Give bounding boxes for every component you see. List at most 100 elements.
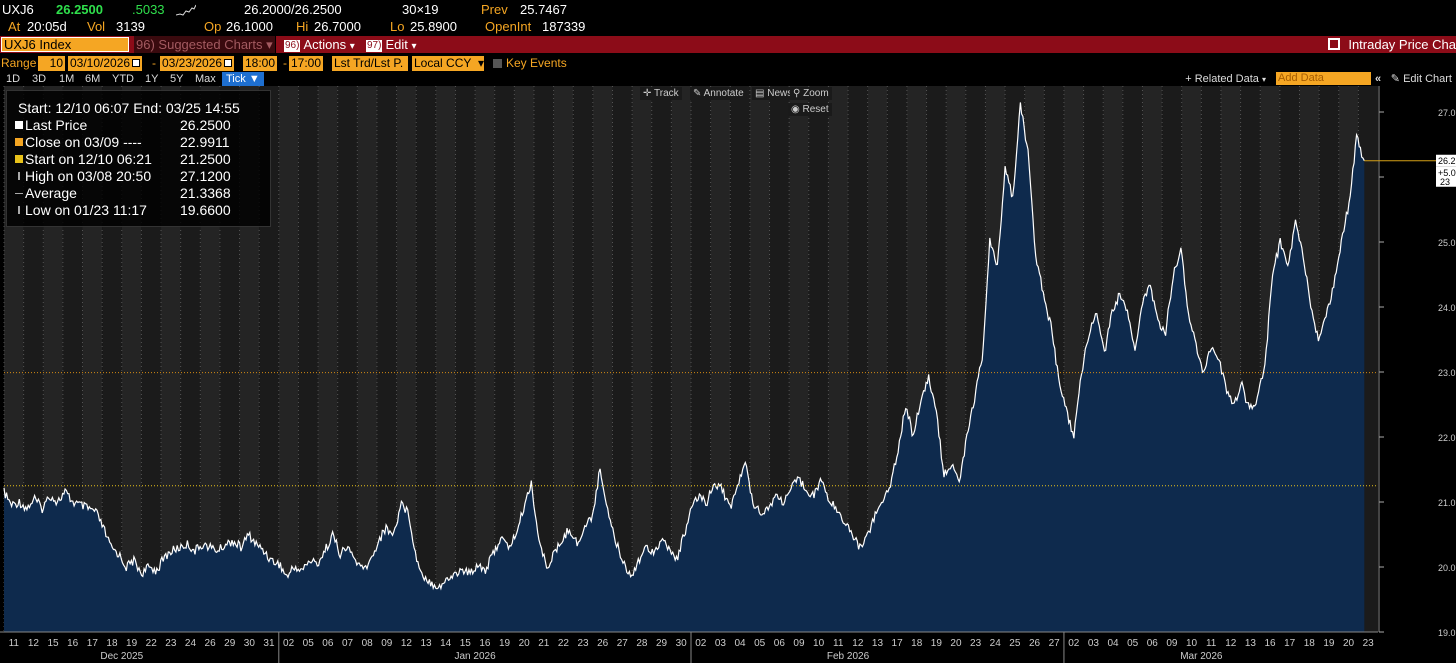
range-dash: -	[152, 56, 156, 70]
actions-menu[interactable]: 96) Actions ▾	[282, 36, 355, 53]
x-tick-label: 16	[479, 638, 491, 649]
legend-value: 21.3368	[180, 185, 231, 201]
x-tick-label: 20	[950, 638, 962, 649]
suggested-charts-menu[interactable]: 96) Suggested Charts ▾	[134, 36, 276, 53]
day-band	[298, 86, 319, 632]
x-tick-label: 19	[1323, 638, 1335, 649]
start-time-input[interactable]: 18:00	[243, 56, 278, 71]
ticker-input[interactable]	[1, 37, 129, 52]
legend-item-start: Start on 12/10 06:21 21.2500	[15, 151, 262, 168]
x-tick-label: 07	[342, 638, 354, 649]
open-price: 26.1000	[226, 19, 273, 34]
x-tick-label: 21	[538, 638, 550, 649]
legend-swatch	[15, 193, 23, 194]
period-3d[interactable]: 3D	[32, 73, 47, 85]
day-band	[435, 86, 456, 632]
related-data-label: + Related Data	[1185, 73, 1259, 85]
news-button[interactable]: ▤ News	[752, 87, 796, 100]
reset-icon: ◉	[791, 104, 800, 115]
track-label: Track	[654, 88, 679, 99]
x-tick-label: 23	[1363, 638, 1375, 649]
add-data-input[interactable]: Add Data	[1276, 72, 1371, 85]
x-tick-label: 02	[695, 638, 707, 649]
open-interest: 187339	[542, 19, 586, 34]
x-tick-label: 24	[990, 638, 1002, 649]
range-bar: Range 10 03/10/2026 - 03/23/2026 18:00 -…	[0, 56, 1456, 71]
period-5y[interactable]: 5Y	[170, 73, 184, 85]
command-bar: 96) Suggested Charts ▾ 96)Actions ▾ 97)E…	[0, 36, 1456, 53]
net-change: .5033	[132, 2, 165, 17]
last-price-tag: 26.2 +5.023	[1436, 154, 1456, 187]
x-tick-label: 29	[224, 638, 236, 649]
period-6m[interactable]: 6M	[85, 73, 101, 85]
x-tick-label: 26	[1029, 638, 1041, 649]
x-tick-label: 10	[1186, 638, 1198, 649]
day-band	[691, 86, 711, 632]
legend-item-last-price: Last Price 26.2500	[15, 117, 262, 134]
end-date-input[interactable]: 03/23/2026	[160, 56, 235, 71]
related-data-menu[interactable]: + Related Data ▾	[1185, 72, 1266, 86]
x-tick-label: 25	[1009, 638, 1021, 649]
edit-menu[interactable]: 97) Edit ▾	[364, 36, 417, 53]
period-1d[interactable]: 1D	[6, 73, 21, 85]
period-1y[interactable]: 1Y	[145, 73, 159, 85]
price-type-select[interactable]: Lst Trd/Lst P.	[332, 56, 408, 71]
end-time-input[interactable]: 17:00	[289, 56, 324, 71]
period-tick[interactable]: Tick ▼	[222, 72, 264, 86]
last-price-tag-label: 26.2	[1438, 156, 1456, 166]
edit-chart-button[interactable]: ✎ Edit Chart	[1391, 72, 1452, 86]
end-date-value: 03/23/2026	[162, 56, 223, 70]
legend-swatch	[15, 138, 23, 146]
day-band	[278, 86, 299, 632]
calendar-icon[interactable]	[224, 59, 233, 67]
x-tick-label: 18	[106, 638, 118, 649]
chart-title-button[interactable]: Intraday Price Cha	[1328, 36, 1456, 53]
day-band	[671, 86, 691, 632]
currency-dropdown-icon[interactable]: ▾	[478, 56, 485, 70]
calendar-icon[interactable]	[132, 59, 141, 67]
x-tick-label: 16	[1264, 638, 1276, 649]
legend-item-high: High on 03/08 20:50 27.1200	[15, 168, 262, 185]
day-band	[337, 86, 358, 632]
edit-number: 97)	[366, 40, 383, 52]
period-max[interactable]: Max	[195, 73, 216, 85]
x-tick-label: 31	[263, 638, 275, 649]
legend-item-close: Close on 03/09 ---- 22.9911	[15, 134, 262, 151]
last-price: 26.2500	[56, 2, 103, 17]
x-tick-label: 30	[244, 638, 256, 649]
key-events-label: Key Events	[506, 56, 567, 70]
range-value-input[interactable]: 10	[38, 56, 65, 71]
x-tick-label: 03	[715, 638, 727, 649]
x-tick-label: 06	[774, 638, 786, 649]
annotate-button[interactable]: ✎ Annotate	[690, 87, 747, 100]
zoom-button[interactable]: ⚲ Zoom	[790, 87, 832, 100]
x-tick-label: 19	[931, 638, 943, 649]
bid-ask: 26.2000/26.2500	[244, 2, 342, 17]
last-price-tag-box	[1436, 154, 1456, 167]
edit-label: Edit	[385, 37, 408, 52]
y-tick-label: 24.0	[1438, 303, 1456, 313]
at-label: At	[8, 19, 21, 34]
x-tick-label: 28	[636, 638, 648, 649]
collapse-icon[interactable]: «	[1375, 73, 1382, 85]
reset-button[interactable]: ◉ Reset	[788, 103, 832, 116]
x-tick-label: 29	[656, 638, 668, 649]
x-tick-label: 04	[1107, 638, 1119, 649]
period-ytd[interactable]: YTD	[112, 73, 134, 85]
track-button[interactable]: ✛ Track	[640, 87, 682, 100]
time-dash: -	[283, 56, 287, 70]
x-tick-label: 11	[1206, 638, 1217, 649]
high-label: Hi	[296, 19, 309, 34]
start-date-input[interactable]: 03/10/2026	[68, 56, 143, 71]
key-events-toggle[interactable]: Key Events	[493, 56, 567, 71]
chart-title: Intraday Price Cha	[1348, 37, 1456, 52]
day-band	[848, 86, 868, 632]
price-line	[3, 102, 1365, 591]
chart-legend[interactable]: Start: 12/10 06:07 End: 03/25 14:55 Last…	[6, 90, 271, 227]
currency-select[interactable]: Local CCY	[412, 56, 484, 71]
month-label: Feb 2026	[827, 651, 870, 662]
day-band	[357, 86, 377, 632]
period-1m[interactable]: 1M	[59, 73, 75, 85]
chevron-down-icon: ▾	[349, 41, 355, 52]
x-tick-label: 18	[1304, 638, 1316, 649]
